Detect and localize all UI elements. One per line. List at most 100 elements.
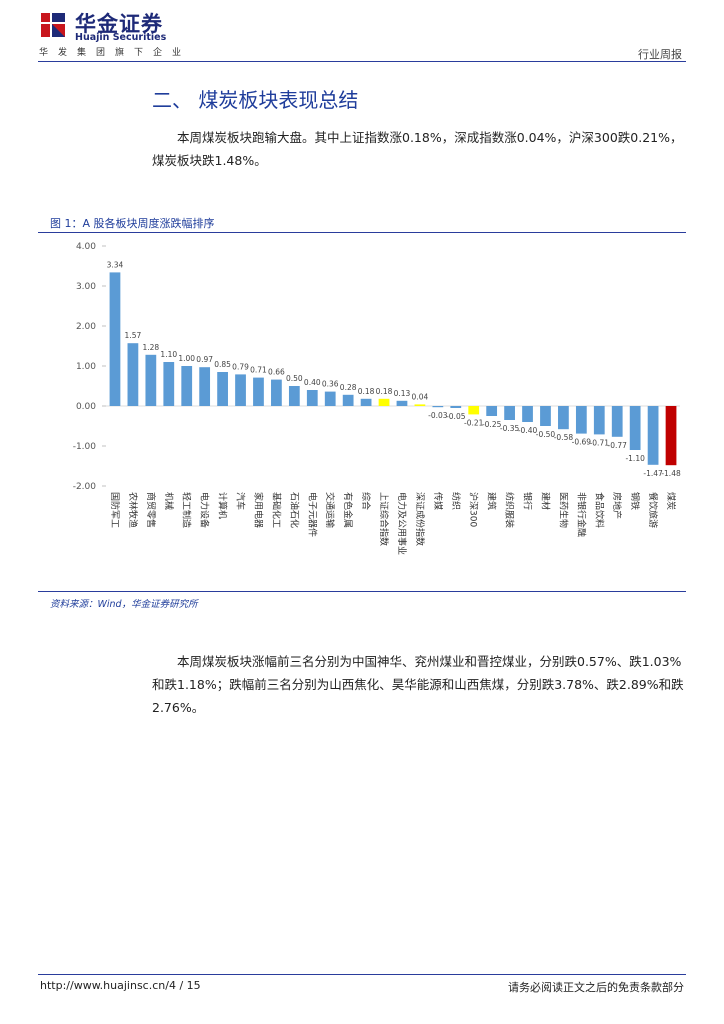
category-label-15: 上证综合指数 [378, 492, 390, 546]
y-tick-label: 2.00 [76, 322, 96, 332]
bar-25 [558, 406, 569, 430]
category-label-5: 电力设备 [199, 492, 211, 528]
bar-24 [540, 406, 551, 426]
category-label-10: 石油石化 [288, 492, 300, 528]
y-tick-label: 1.00 [76, 362, 96, 372]
data-label-0: 3.34 [107, 260, 124, 269]
bar-19 [450, 406, 462, 408]
category-label-8: 家用电器 [252, 492, 264, 528]
category-label-7: 汽车 [235, 492, 247, 510]
bar-8 [253, 377, 264, 406]
category-label-4: 轻工制造 [181, 492, 193, 528]
data-label-7: 0.79 [232, 362, 249, 371]
category-label-9: 基础化工 [270, 492, 282, 528]
category-label-group: 国防军工 农林牧渔 商贸零售 机械 轻工制造 电力设备 计算机 汽车 家用电器 基础化工 石油石化电… [109, 492, 677, 555]
bar-31 [665, 406, 677, 466]
category-label-20: 沪深300 [468, 492, 480, 527]
data-label-27: -0.71 [590, 438, 610, 447]
bar-29 [629, 406, 641, 450]
summary-text: 本周煤炭板块跑输大盘。其中上证指数涨0.18%，深成指数涨0.04%，沪深300… [152, 130, 683, 168]
category-label-22: 纺织服装 [504, 492, 516, 528]
data-label-17: 0.04 [412, 392, 429, 401]
data-label-13: 0.28 [340, 383, 357, 392]
bar-17 [414, 404, 426, 406]
figure-caption: 图 1：A 股各板块周度涨跌幅排序 [50, 217, 215, 230]
category-label-13: 有色金属 [342, 492, 354, 528]
figure-bottom-rule [38, 591, 686, 592]
category-label-0: 国防军工 [109, 492, 121, 528]
y-tick-label: 3.00 [76, 282, 96, 292]
bar-18 [432, 406, 444, 408]
ranking-text: 本周煤炭板块涨幅前三名分别为中国神华、兖州煤业和晋控煤业，分别跌0.57%、跌1… [152, 654, 684, 715]
category-label-30: 餐饮旅游 [647, 492, 659, 528]
data-label-9: 0.66 [268, 368, 285, 377]
bar-10 [288, 386, 300, 406]
data-label-3: 1.10 [160, 350, 177, 359]
bar-3 [163, 362, 175, 406]
category-label-26: 非银行金融 [575, 492, 587, 537]
data-label-4: 1.00 [178, 354, 195, 363]
bar-14 [360, 398, 372, 406]
bar-20 [468, 406, 480, 415]
bar-4 [181, 366, 193, 406]
bar-6 [217, 372, 228, 406]
data-label-15: 0.18 [376, 387, 393, 396]
data-label-1: 1.57 [125, 331, 142, 340]
data-label-18: -0.03 [428, 411, 448, 420]
data-label-14: 0.18 [358, 387, 375, 396]
data-label-19: -0.05 [446, 412, 466, 421]
figure-source: 资料来源：Wind，华金证券研究所 [50, 599, 198, 610]
category-label-11: 电子元器件 [306, 492, 318, 537]
bar-12 [324, 391, 336, 406]
huajin-logo-icon [38, 10, 68, 40]
bar-16 [396, 400, 408, 406]
bar-2 [145, 354, 157, 406]
bar-26 [575, 406, 587, 434]
data-label-16: 0.13 [394, 389, 411, 398]
ranking-paragraph: 本周煤炭板块涨幅前三名分别为中国神华、兖州煤业和晋控煤业，分别跌0.57%、跌1… [152, 650, 688, 719]
y-tick-label: 4.00 [76, 242, 96, 252]
category-label-25: 医药生物 [557, 492, 569, 528]
data-label-22: -0.35 [500, 424, 520, 433]
category-label-19: 纺织 [450, 492, 462, 510]
category-label-14: 综合 [360, 492, 372, 510]
category-label-21: 建筑 [486, 492, 498, 510]
data-label-10: 0.50 [286, 374, 303, 383]
bar-11 [306, 390, 318, 406]
data-label-12: 0.36 [322, 380, 339, 389]
section-title: 二、 煤炭板块表现总结 [152, 88, 359, 112]
data-label-8: 0.71 [250, 366, 267, 375]
figure-top-rule [38, 232, 686, 233]
category-label-27: 食品饮料 [593, 492, 605, 528]
data-label-25: -0.58 [554, 433, 574, 442]
footer-divider [38, 974, 686, 975]
data-label-11: 0.40 [304, 378, 321, 387]
bar-13 [342, 394, 354, 406]
footer-url-page: http://www.huajinsc.cn/4 / 15 [40, 979, 201, 992]
sector-weekly-bar-chart: 4.003.002.001.000.00-1.00-2.00 3.341.571… [73, 242, 681, 555]
category-label-29: 钢铁 [629, 492, 641, 510]
bar-30 [647, 406, 659, 465]
data-label-6: 0.85 [214, 360, 231, 369]
report-type: 行业周报 [638, 48, 682, 61]
bar-group [109, 272, 677, 466]
data-label-24: -0.50 [536, 430, 556, 439]
header-divider [38, 61, 686, 62]
brand-name-cn: 华金证券 [75, 12, 163, 36]
category-label-28: 房地产 [611, 492, 623, 519]
footer-disclaimer: 请务必阅读正文之后的免责条款部分 [508, 981, 684, 994]
summary-paragraph: 本周煤炭板块跑输大盘。其中上证指数涨0.18%，深成指数涨0.04%，沪深300… [152, 126, 688, 172]
bar-0 [109, 272, 121, 406]
bar-9 [271, 379, 282, 406]
data-label-31: -1.48 [661, 469, 681, 478]
category-label-1: 农林牧渔 [127, 492, 139, 528]
category-label-23: 银行 [522, 492, 534, 510]
data-label-21: -0.25 [482, 420, 502, 429]
y-tick-label: -1.00 [73, 442, 97, 452]
bar-15 [378, 398, 390, 406]
data-label-29: -1.10 [625, 454, 645, 463]
data-label-28: -0.77 [608, 441, 628, 450]
category-label-18: 传媒 [432, 492, 444, 510]
bar-22 [504, 406, 515, 420]
data-label-20: -0.21 [464, 418, 484, 427]
